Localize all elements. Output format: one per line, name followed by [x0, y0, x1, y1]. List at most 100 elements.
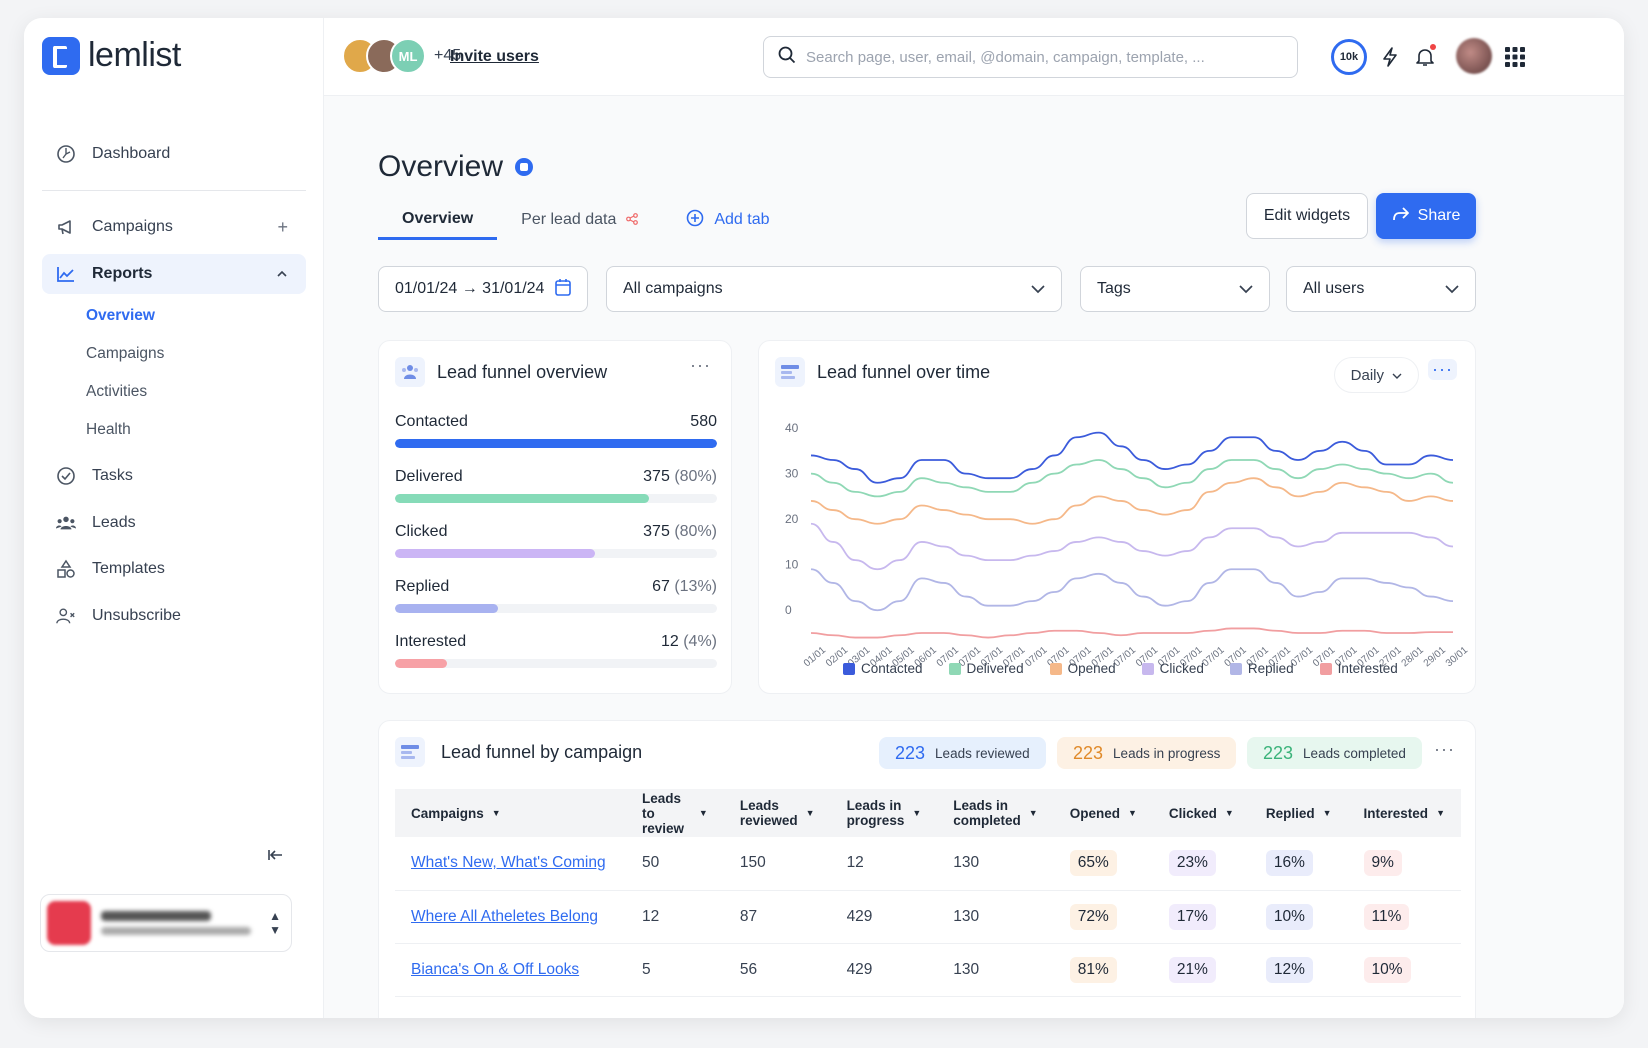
cell-in-progress: 429 — [830, 890, 938, 944]
date-range-picker[interactable]: 01/01/24 → 31/01/24 — [378, 266, 588, 312]
cell-in-progress: 429 — [830, 943, 938, 997]
checkbox-icon[interactable] — [843, 662, 855, 675]
invite-users-link[interactable]: Invite users — [450, 48, 539, 65]
sidebar-item-tasks[interactable]: Tasks — [42, 456, 306, 496]
sort-caret-icon[interactable]: ▼ — [491, 808, 501, 818]
shapes-icon — [56, 559, 76, 579]
collapse-left-icon[interactable] — [268, 848, 284, 867]
column-header[interactable]: Leads in completed ▼ — [937, 789, 1054, 837]
chevron-up-icon[interactable] — [276, 264, 288, 285]
progress-track — [395, 494, 717, 503]
campaign-link[interactable]: Bianca's On & Off Looks — [411, 960, 580, 978]
campaigns-dropdown[interactable]: All campaigns — [606, 266, 1062, 312]
campaign-link[interactable]: What's New, What's Coming — [411, 854, 606, 872]
series-line-interested[interactable] — [810, 627, 1453, 639]
column-header[interactable]: Interested ▼ — [1347, 789, 1461, 837]
share-button[interactable]: Share — [1376, 193, 1476, 239]
series-line-opened[interactable] — [810, 477, 1454, 525]
bell-icon[interactable] — [1414, 44, 1436, 68]
column-header[interactable]: Opened ▼ — [1053, 789, 1153, 837]
legend-item-replied[interactable]: Replied — [1229, 661, 1294, 676]
sidebar-item-reports[interactable]: Reports — [42, 254, 306, 294]
funnel-row: Clicked 375 (80%) — [395, 523, 717, 558]
cell-clicked: 21% — [1152, 943, 1250, 997]
sort-caret-icon[interactable]: ▼ — [1028, 808, 1038, 818]
column-header[interactable]: Clicked ▼ — [1152, 789, 1250, 837]
sort-caret-icon[interactable]: ▼ — [698, 808, 708, 818]
column-header-label: Leads in completed — [953, 798, 1021, 828]
logo[interactable]: lemlist — [42, 36, 181, 75]
sidebar-item-campaigns[interactable]: Campaigns + — [42, 207, 306, 247]
tab-overview[interactable]: Overview — [378, 200, 498, 240]
sort-caret-icon[interactable]: ▼ — [1322, 808, 1332, 818]
edit-widgets-button[interactable]: Edit widgets — [1246, 193, 1368, 239]
video-icon[interactable] — [515, 158, 534, 176]
series-line-replied[interactable] — [810, 568, 1454, 612]
rate-badge: 10% — [1363, 956, 1411, 983]
search-input[interactable] — [806, 48, 1297, 66]
series-line-delivered[interactable] — [810, 459, 1454, 498]
more-options-icon[interactable]: ··· — [1428, 359, 1457, 380]
column-header[interactable]: Replied ▼ — [1249, 789, 1348, 837]
sidebar-subitem-health[interactable]: Health — [86, 421, 131, 438]
sidebar-item-unsubscribe[interactable]: Unsubscribe — [42, 596, 306, 636]
team-avatars[interactable]: ML +45 — [342, 38, 461, 74]
sidebar-subitem-campaigns[interactable]: Campaigns — [86, 345, 165, 362]
cell-opened: 65% — [1053, 837, 1153, 891]
tab-per-lead-data[interactable]: Per lead data — [497, 200, 662, 240]
checkbox-icon[interactable] — [1319, 662, 1332, 675]
campaign-link[interactable]: Where All Atheletes Belong — [411, 907, 598, 925]
sidebar-subitem-activities[interactable]: Activities — [86, 383, 148, 400]
column-header[interactable]: Leads reviewed ▼ — [723, 789, 831, 837]
legend-item-opened[interactable]: Opened — [1049, 661, 1116, 676]
sort-caret-icon[interactable]: ▼ — [912, 808, 922, 818]
legend-item-clicked[interactable]: Clicked — [1141, 661, 1204, 676]
sidebar-item-leads[interactable]: Leads — [42, 503, 306, 543]
table-row[interactable]: Bianca's On & Off Looks 5 56 429 130 81% 21% 12… — [395, 943, 1461, 997]
lightning-icon[interactable] — [1379, 46, 1401, 68]
users-dropdown[interactable]: All users — [1286, 266, 1476, 312]
legend-item-interested[interactable]: Interested — [1319, 661, 1398, 676]
apps-grid-icon[interactable] — [1504, 46, 1526, 68]
campaign-cell: Bianca's On & Off Looks — [395, 943, 626, 997]
more-options-icon[interactable]: ··· — [1434, 739, 1455, 759]
checkbox-icon[interactable] — [948, 662, 961, 675]
checkbox-icon[interactable] — [1049, 662, 1062, 675]
period-dropdown[interactable]: Daily — [1333, 357, 1419, 393]
credits-badge[interactable]: 10k — [1331, 39, 1367, 75]
sidebar-item-templates[interactable]: Templates — [42, 549, 306, 589]
sort-caret-icon[interactable]: ▼ — [1127, 808, 1137, 818]
main-content: Overview Overview Per lead data Add tab … — [324, 96, 1624, 1018]
cell-completed: 130 — [937, 943, 1054, 997]
series-line-contacted[interactable] — [810, 431, 1454, 484]
column-header[interactable]: Leads to review ▼ — [625, 789, 724, 837]
rate-badge: 23% — [1168, 850, 1216, 877]
legend-item-contacted[interactable]: Contacted — [843, 661, 923, 676]
table-row[interactable]: What's New, What's Coming 50 150 12 130 65% 23… — [395, 837, 1461, 891]
workspace-switcher[interactable]: ▲ ▼ — [40, 894, 292, 952]
tab-add[interactable]: Add tab — [662, 200, 793, 240]
sidebar-subitem-overview[interactable]: Overview — [86, 307, 155, 324]
column-header[interactable]: Campaigns ▼ — [395, 789, 626, 837]
sort-caret-icon[interactable]: ▼ — [1436, 808, 1445, 818]
add-campaign-icon[interactable]: + — [277, 216, 288, 237]
sort-caret-icon[interactable]: ▼ — [1224, 808, 1234, 818]
legend-item-delivered[interactable]: Delivered — [948, 661, 1024, 676]
sort-caret-icon[interactable]: ▼ — [805, 808, 815, 818]
user-avatar[interactable] — [1456, 38, 1492, 74]
search-bar[interactable] — [763, 36, 1298, 78]
column-header[interactable]: Leads in progress ▼ — [830, 789, 938, 837]
column-header-label: Interested — [1363, 805, 1429, 821]
topbar: ML +45 Invite users 10k — [324, 18, 1624, 96]
y-tick-label: 20 — [785, 512, 799, 526]
more-options-icon[interactable]: ··· — [690, 355, 711, 375]
funnel-label: Clicked — [395, 523, 448, 540]
series-line-clicked[interactable] — [810, 522, 1454, 571]
table-row[interactable]: Where All Atheletes Belong 12 87 429 130 72% 1… — [395, 890, 1461, 944]
cell-replied: 12% — [1249, 943, 1348, 997]
tab-label: Per lead data — [521, 211, 617, 228]
sidebar-item-dashboard[interactable]: Dashboard — [42, 134, 306, 174]
checkbox-icon[interactable] — [1141, 662, 1154, 675]
checkbox-icon[interactable] — [1229, 662, 1242, 675]
tags-dropdown[interactable]: Tags — [1080, 266, 1270, 312]
